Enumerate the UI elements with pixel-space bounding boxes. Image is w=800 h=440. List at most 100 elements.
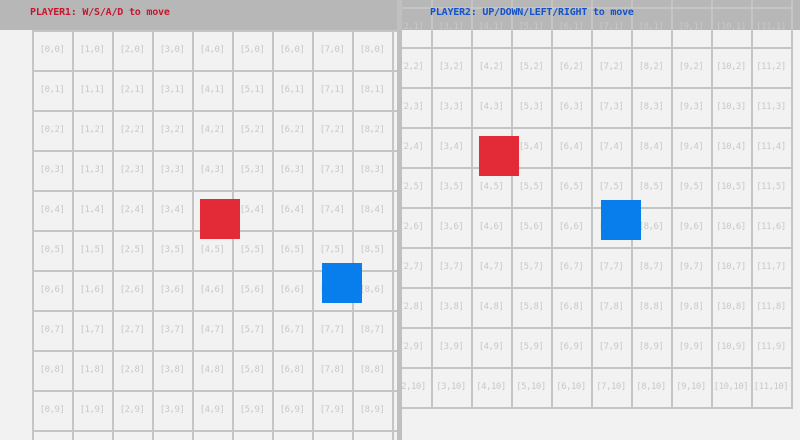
- cell-label: [5,8]: [239, 365, 265, 375]
- cell-label: [2,8]: [402, 302, 424, 312]
- cell-label: [9,3]: [678, 102, 704, 112]
- cell-label: [3,1]: [438, 22, 464, 32]
- cell-label: [1,7]: [79, 325, 105, 335]
- cell-label: [9,5]: [678, 182, 704, 192]
- cell-label: [6,0]: [279, 45, 305, 55]
- cell-label: [2,1]: [119, 85, 145, 95]
- cell-label: [7,2]: [319, 125, 345, 135]
- cell-label: [3,0]: [159, 45, 185, 55]
- cell-label: [8,2]: [638, 62, 664, 72]
- cell-label: [8,4]: [359, 205, 385, 215]
- cell-label: [3,9]: [438, 342, 464, 352]
- player2-header-text: PLAYER2: UP/DOWN/LEFT/RIGHT to move: [430, 7, 634, 18]
- cell-label: [6,7]: [279, 325, 305, 335]
- cell-label: [0,10]: [32, 430, 72, 440]
- player2-world-grid: [0,0][1,0][2,0][3,0][4,0][5,0][6,0][7,0]…: [402, 0, 793, 409]
- cell-label: [4,5]: [478, 182, 504, 192]
- cell-label: [7,9]: [598, 342, 624, 352]
- cell-label: [1,6]: [79, 285, 105, 295]
- cell-label: [7,0]: [319, 45, 345, 55]
- player1-header-bar: [0, 0, 397, 30]
- cell-label: [3,9]: [159, 405, 185, 415]
- cell-label: [8,8]: [359, 365, 385, 375]
- cell-label: [4,2]: [199, 125, 225, 135]
- cell-label: [6,4]: [279, 205, 305, 215]
- cell-label: [4,10]: [192, 430, 232, 440]
- cell-label: [5,1]: [239, 85, 265, 95]
- cell-label: [5,9]: [239, 405, 265, 415]
- cell-label: [6,3]: [558, 102, 584, 112]
- cell-label: [5,4]: [239, 205, 265, 215]
- cell-label: [6,9]: [558, 342, 584, 352]
- cell-label: [5,0]: [511, 0, 551, 7]
- cell-label: [9,8]: [678, 302, 704, 312]
- cell-label: [8,7]: [638, 262, 664, 272]
- cell-label: [4,9]: [478, 342, 504, 352]
- cell-label: [8,6]: [638, 222, 664, 232]
- cell-label: [11,7]: [756, 262, 786, 272]
- cell-label: [2,6]: [119, 285, 145, 295]
- player1-viewport[interactable]: [0,0] [1,0] [2,0] [3,0] [4,0] [5,0] [6,0] [7,0]…: [0, 0, 397, 440]
- panel-divider: [397, 0, 402, 440]
- cell-label: [2,4]: [402, 142, 424, 152]
- cell-label: [4,3]: [478, 102, 504, 112]
- cell-label: [8,8]: [638, 302, 664, 312]
- cell-label: [2,2]: [402, 62, 424, 72]
- cell-label: [10,4]: [716, 142, 746, 152]
- cell-label: [2,9]: [119, 405, 145, 415]
- cell-label: [6,6]: [558, 222, 584, 232]
- cell-label: [2,7]: [402, 262, 424, 272]
- cell-label: [8,9]: [359, 405, 385, 415]
- cell-label: [6,10]: [272, 430, 312, 440]
- cell-label: [3,10]: [436, 382, 466, 392]
- cell-label: [8,3]: [359, 165, 385, 175]
- cell-label: [3,3]: [438, 102, 464, 112]
- cell-label: [11,1]: [756, 22, 786, 32]
- cell-label: [7,3]: [598, 102, 624, 112]
- cell-label: [0,4]: [39, 205, 65, 215]
- cell-label: [4,0]: [199, 45, 225, 55]
- cell-label: [7,3]: [319, 165, 345, 175]
- cell-label: [9,7]: [678, 262, 704, 272]
- cell-label: [10,9]: [716, 342, 746, 352]
- cell-label: [3,8]: [159, 365, 185, 375]
- cell-label: [3,5]: [438, 182, 464, 192]
- cell-label: [10,0]: [711, 0, 751, 7]
- cell-label: [2,3]: [402, 102, 424, 112]
- cell-label: [11,10]: [753, 382, 789, 392]
- cell-label: [4,2]: [478, 62, 504, 72]
- cell-label: [7,9]: [319, 405, 345, 415]
- cell-label: [8,10]: [636, 382, 666, 392]
- player2-square: [601, 200, 641, 240]
- player1-header-text: PLAYER1: W/S/A/D to move: [30, 7, 170, 18]
- cell-label: [5,8]: [518, 302, 544, 312]
- cell-label: [6,3]: [279, 165, 305, 175]
- cell-label: [3,4]: [438, 142, 464, 152]
- cell-label: [5,7]: [239, 325, 265, 335]
- cell-label: [1,10]: [72, 430, 112, 440]
- cell-label: [11,2]: [756, 62, 786, 72]
- cell-label: [7,1]: [598, 22, 624, 32]
- cell-label: [7,7]: [598, 262, 624, 272]
- cell-label: [9,4]: [678, 142, 704, 152]
- cell-label: [0,6]: [39, 285, 65, 295]
- cell-label: [6,1]: [558, 22, 584, 32]
- cell-label: [5,3]: [518, 102, 544, 112]
- cell-label: [6,5]: [279, 245, 305, 255]
- cell-label: [4,8]: [478, 302, 504, 312]
- cell-label: [5,5]: [239, 245, 265, 255]
- cell-label: [1,3]: [79, 165, 105, 175]
- cell-label: [3,10]: [152, 430, 192, 440]
- cell-label: [8,9]: [638, 342, 664, 352]
- player2-square: [322, 263, 362, 303]
- cell-label: [8,0]: [359, 45, 385, 55]
- cell-label: [4,7]: [199, 325, 225, 335]
- cell-label: [8,1]: [359, 85, 385, 95]
- cell-label: [3,2]: [159, 125, 185, 135]
- cell-label: [11,4]: [756, 142, 786, 152]
- player2-viewport[interactable]: [0,0][1,0][2,0][3,0][4,0][5,0][6,0][7,0]…: [402, 0, 800, 440]
- cell-label: [5,6]: [239, 285, 265, 295]
- cell-label: [4,8]: [199, 365, 225, 375]
- cell-label: [3,7]: [159, 325, 185, 335]
- cell-label: [6,8]: [558, 302, 584, 312]
